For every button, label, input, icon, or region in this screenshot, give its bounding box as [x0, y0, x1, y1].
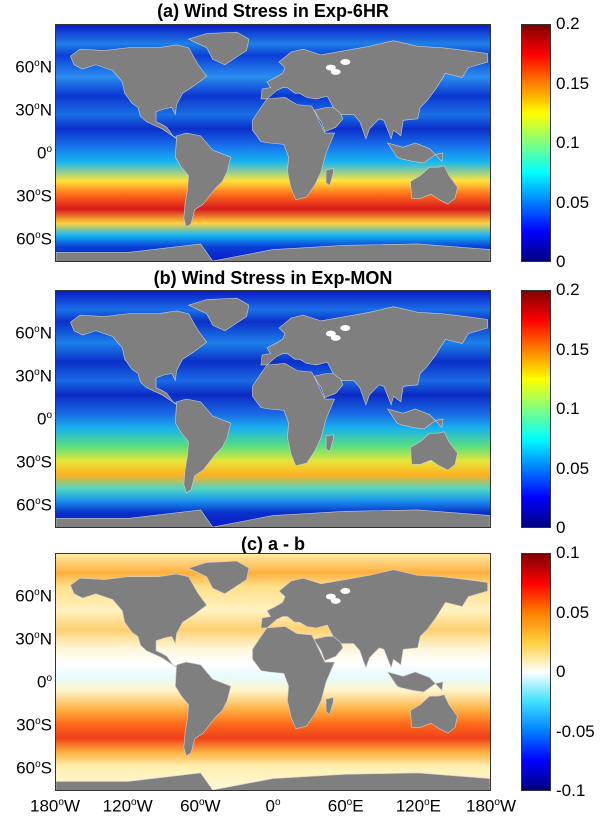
lake-marker — [325, 593, 336, 600]
lake-marker — [340, 587, 351, 594]
landmass-indonesia — [386, 142, 444, 164]
landmass-northAmerica — [70, 310, 208, 406]
landmass-indonesia — [386, 408, 444, 430]
longitude-label: 60oW — [180, 796, 221, 816]
landmass-arabia — [313, 107, 344, 132]
latitude-label: 60oN — [15, 57, 52, 77]
landmass-australia — [410, 431, 458, 471]
longitude-label: 0o — [265, 796, 281, 816]
colorbar-tick-label: 0.2 — [556, 280, 580, 299]
landmass-australia — [410, 694, 458, 734]
colorbar-tick-label: 0.05 — [556, 458, 590, 478]
colorbar-tick-label: 0.2 — [556, 14, 580, 33]
colorbar-tick-label: 0.05 — [556, 602, 590, 622]
colorbar-tick-label: 0 — [556, 518, 566, 537]
latitude-label: 60oS — [16, 229, 52, 249]
longitude-label: 180oW — [30, 796, 80, 816]
colorbar-tick-label: 0 — [556, 252, 566, 271]
panel-b-title: (b) Wind Stress in Exp-MON — [153, 268, 393, 288]
lake-marker — [325, 330, 336, 337]
landmass-antarctic — [56, 243, 490, 261]
latitude-label: 60oN — [15, 586, 52, 606]
landmass-madagascar — [325, 434, 334, 453]
longitude-label: 60oE — [327, 796, 364, 816]
landmass-antarctic — [56, 509, 490, 527]
lake-marker — [330, 334, 341, 341]
latitude-label: 30oN — [15, 100, 52, 120]
landmass-antarctic — [56, 772, 490, 790]
panel-a-map — [55, 24, 491, 262]
landmass-madagascar — [325, 697, 334, 716]
lake-marker — [340, 324, 351, 331]
lake-marker — [325, 64, 336, 71]
colorbar-tick-label: 0 — [556, 662, 566, 681]
landmass-greenland — [187, 297, 250, 332]
landmass-africa — [252, 97, 335, 201]
latitude-label: 60oN — [15, 323, 52, 343]
latitude-label: 30oS — [16, 452, 52, 472]
panel-a-title: (a) Wind Stress in Exp-6HR — [157, 1, 389, 21]
colorbar-tick-label: 0.05 — [556, 192, 590, 212]
latitude-label: 60oS — [16, 495, 52, 515]
panel-b-colorbar — [521, 290, 551, 528]
landmass-southAmerica — [175, 132, 232, 228]
longitude-label: 120oW — [102, 796, 153, 816]
panel-a-map-svg — [56, 25, 490, 261]
landmass-southAmerica — [175, 398, 232, 494]
landmass-africa — [252, 626, 335, 730]
landmass-greenland — [187, 560, 250, 595]
colorbar-tick-label: 0.1 — [556, 133, 580, 152]
landmass-indonesia — [386, 671, 444, 693]
panel-c-map — [55, 553, 491, 791]
landmass-arabia — [313, 636, 344, 661]
colorbar-tick-label: 0.1 — [556, 543, 580, 562]
colorbar-tick-label: -0.1 — [556, 781, 586, 800]
colorbar-tick-label: 0.1 — [556, 399, 580, 418]
latitude-label: 0o — [36, 409, 52, 429]
latitude-label: 0o — [36, 672, 52, 692]
landmass-eurasia — [260, 569, 488, 669]
latitude-label: 30oN — [15, 629, 52, 649]
lake-marker — [340, 58, 351, 65]
landmass-northAmerica — [70, 44, 208, 140]
latitude-label: 30oS — [16, 715, 52, 735]
colorbar-tick-label: 0.15 — [556, 73, 590, 93]
panel-b-map — [55, 290, 491, 528]
landmass-madagascar — [325, 168, 334, 187]
longitude-label: 120oE — [395, 796, 441, 816]
latitude-label: 30oS — [16, 186, 52, 206]
landmass-southAmerica — [175, 661, 232, 757]
latitude-label: 30oN — [15, 366, 52, 386]
landmass-africa — [252, 363, 335, 467]
panel-c-colorbar — [521, 553, 551, 791]
colorbar-tick-label: 0.15 — [556, 339, 590, 359]
longitude-label: 180oW — [466, 796, 516, 816]
landmass-eurasia — [260, 40, 488, 140]
panel-b-map-svg — [56, 291, 490, 527]
latitude-label: 60oS — [16, 758, 52, 778]
colorbar-tick-label: -0.05 — [556, 721, 595, 741]
landmass-northAmerica — [70, 573, 208, 669]
lake-marker — [330, 597, 341, 604]
landmass-eurasia — [260, 306, 488, 406]
landmass-greenland — [187, 31, 250, 66]
panel-a-colorbar — [521, 24, 551, 262]
landmass-australia — [410, 165, 458, 205]
latitude-label: 0o — [36, 143, 52, 163]
panel-c-title: (c) a - b — [240, 534, 305, 554]
landmass-arabia — [313, 373, 344, 398]
lake-marker — [330, 68, 341, 75]
panel-c-map-svg — [56, 554, 490, 790]
